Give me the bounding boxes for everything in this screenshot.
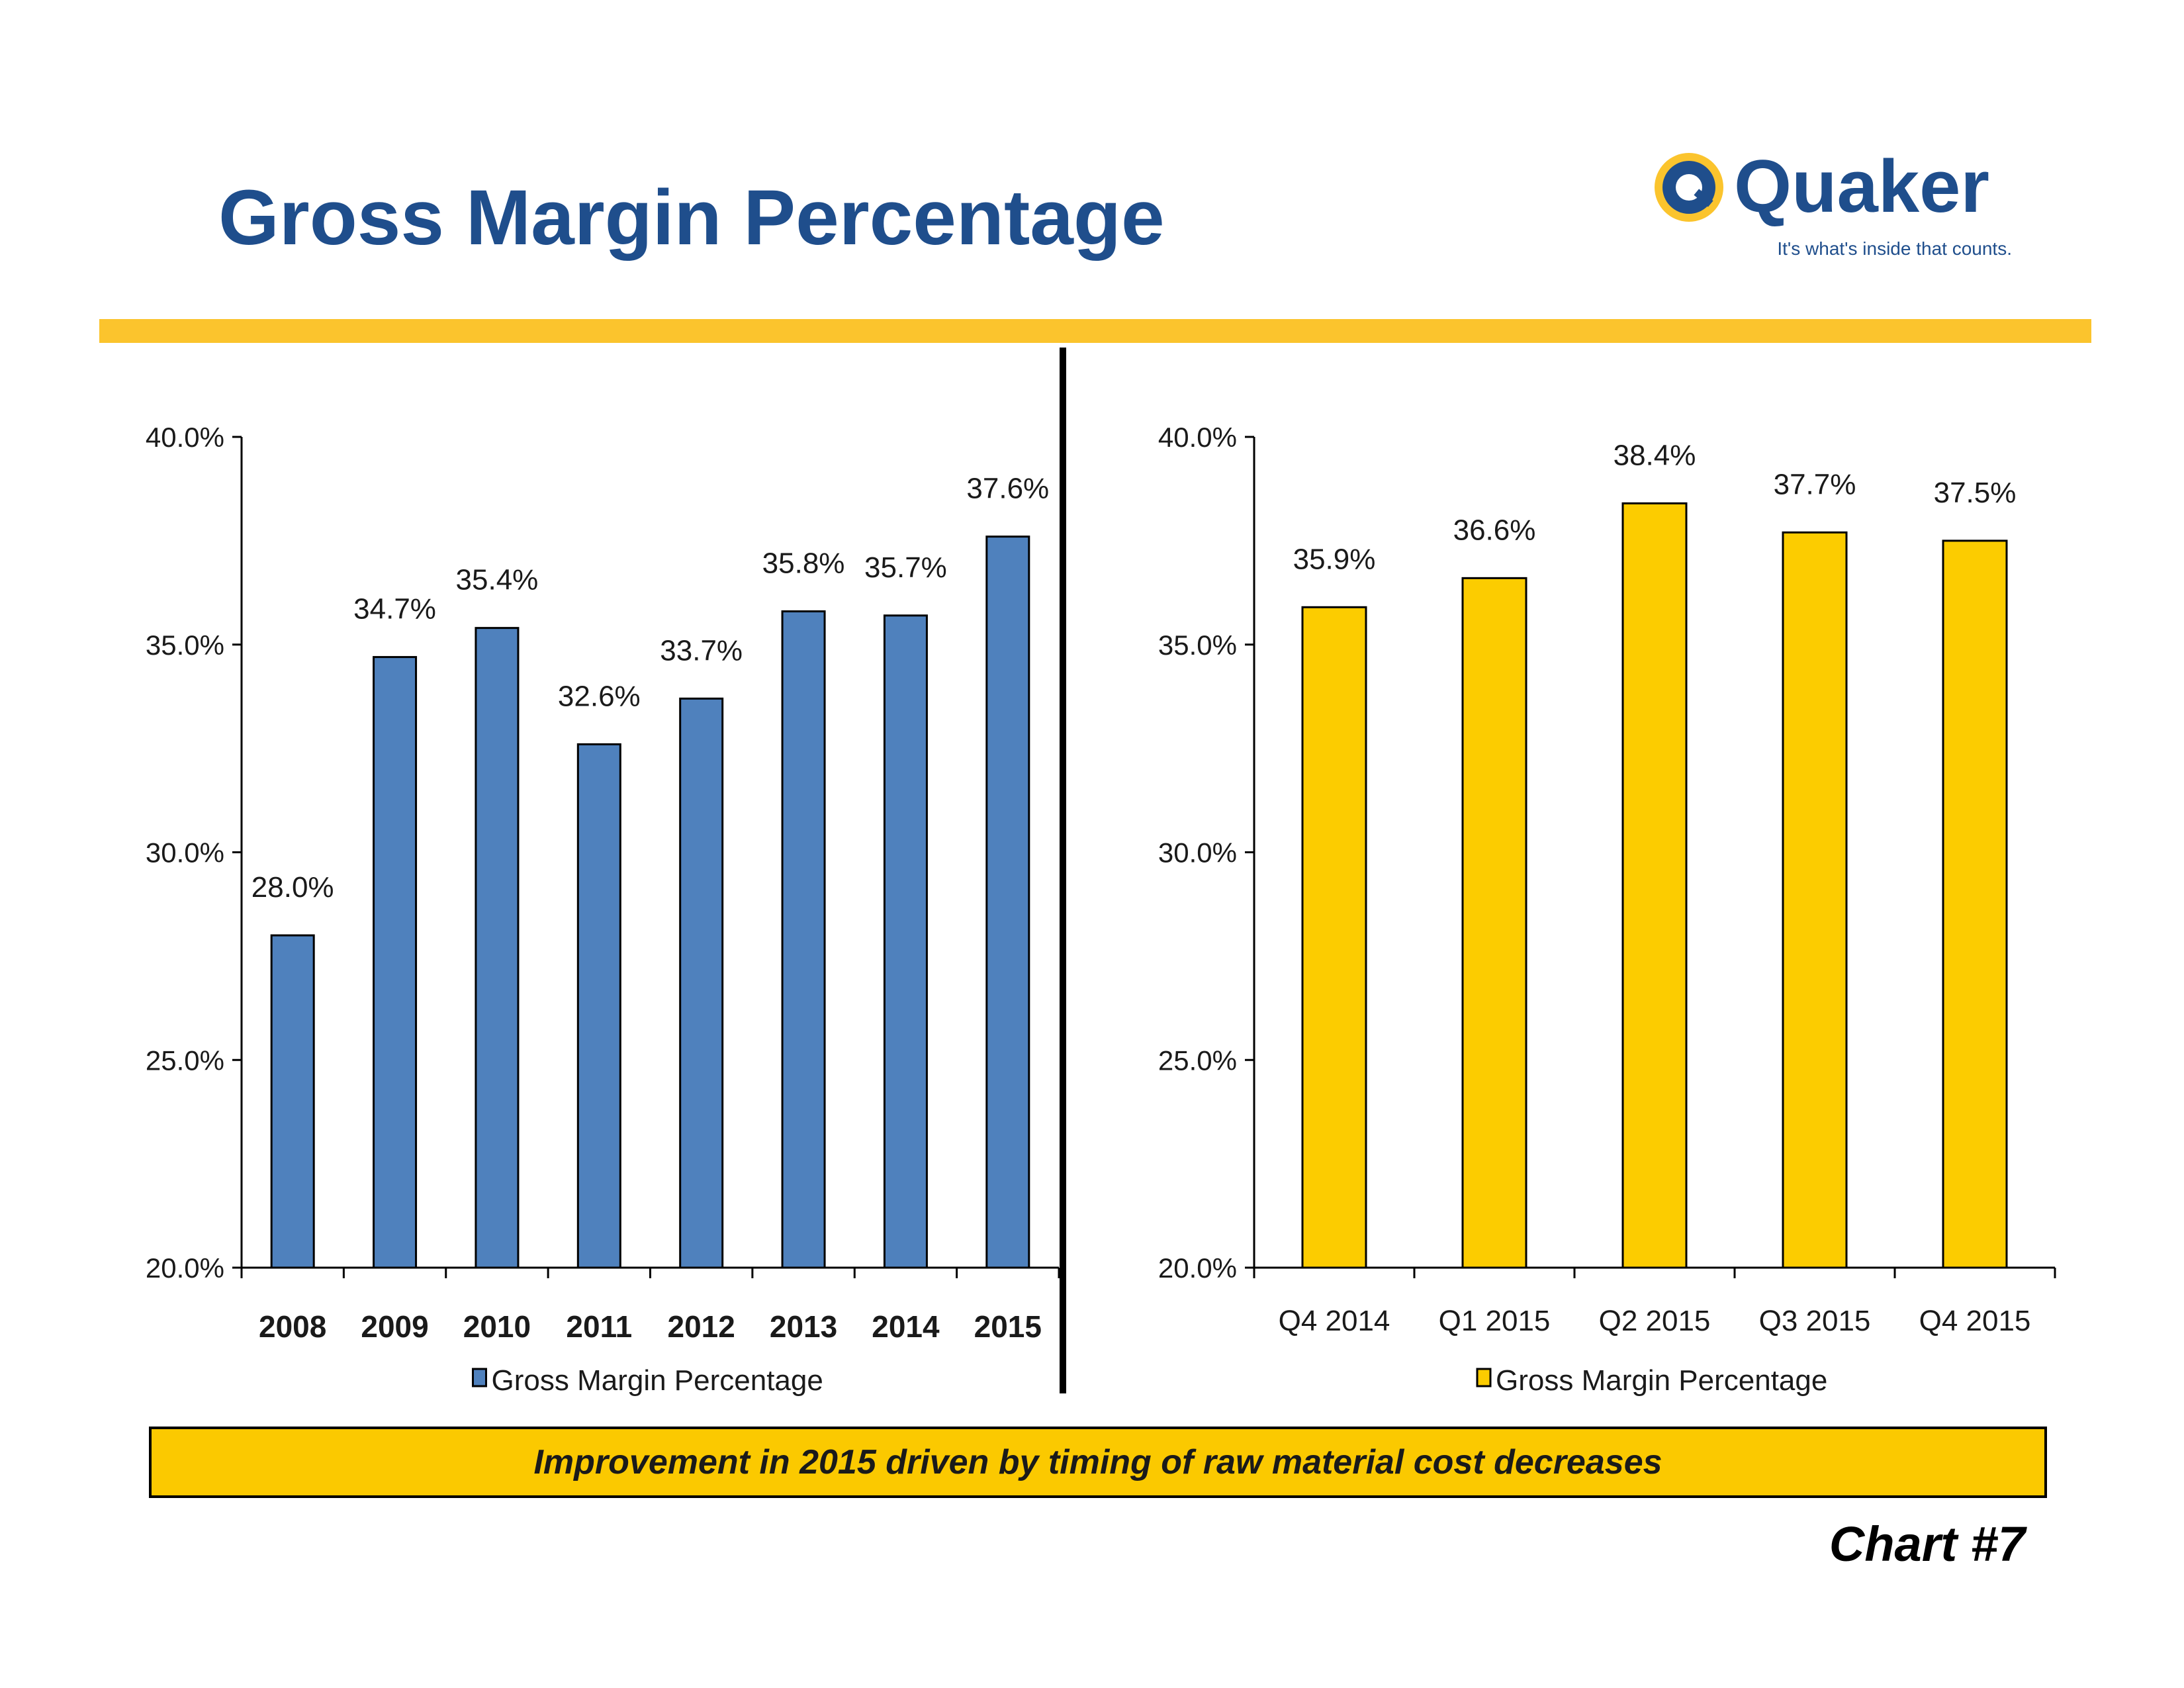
data-label: 28.0% xyxy=(251,871,334,904)
y-tick-label: 25.0% xyxy=(146,1045,224,1076)
legend-label: Gross Margin Percentage xyxy=(492,1364,823,1397)
legend-swatch xyxy=(1476,1368,1492,1387)
category-label: 2013 xyxy=(770,1309,837,1344)
y-tick-label: 20.0% xyxy=(146,1252,224,1284)
category-label: 2015 xyxy=(974,1309,1042,1344)
y-tick-label: 40.0% xyxy=(146,422,224,453)
data-label: 37.7% xyxy=(1774,468,1856,500)
data-label: 38.4% xyxy=(1614,439,1696,471)
bar xyxy=(270,934,315,1269)
quarterly-gross-margin-chart: 20.0% 25.0% 30.0% 35.0% 40.0% 35.9% Q4 2014 36.… xyxy=(1158,422,2056,1397)
logo-wordmark: Quaker xyxy=(1734,149,1989,228)
data-label: 35.4% xyxy=(456,564,539,596)
category-label: Q2 2015 xyxy=(1599,1305,1711,1337)
chart-number: Chart #7 xyxy=(1829,1517,2025,1571)
logo-tagline: It's what's inside that counts. xyxy=(1777,238,2012,259)
category-label: Q3 2015 xyxy=(1759,1305,1871,1337)
data-label: 36.6% xyxy=(1453,514,1536,546)
category-label: Q1 2015 xyxy=(1439,1305,1551,1337)
category-label: 2010 xyxy=(463,1309,531,1344)
accent-rule xyxy=(99,319,2091,343)
bar xyxy=(1621,502,1688,1269)
y-tick-label: 30.0% xyxy=(146,837,224,868)
bar xyxy=(475,627,520,1269)
y-tick-label: 30.0% xyxy=(1158,837,1237,868)
y-tick-label: 35.0% xyxy=(1158,630,1237,661)
data-label: 35.9% xyxy=(1293,543,1376,575)
category-label: Q4 2014 xyxy=(1279,1305,1390,1337)
y-tick-label: 35.0% xyxy=(146,630,224,661)
legend: Gross Margin Percentage xyxy=(472,1364,823,1397)
data-label: 32.6% xyxy=(558,680,641,712)
callout-banner: Improvement in 2015 driven by timing of … xyxy=(149,1427,2047,1498)
chart-divider xyxy=(1060,348,1066,1393)
bar xyxy=(883,614,928,1269)
data-label: 34.7% xyxy=(353,593,436,626)
category-label: 2012 xyxy=(668,1309,735,1344)
legend: Gross Margin Percentage xyxy=(1476,1364,1827,1397)
y-tick-label: 40.0% xyxy=(1158,422,1237,453)
quaker-q-logo-icon xyxy=(1655,153,1723,222)
category-label: Q4 2015 xyxy=(1919,1305,2031,1337)
category-label: 2008 xyxy=(259,1309,326,1344)
quaker-logo: Quaker It's what's inside that counts. xyxy=(1655,149,2012,259)
bar xyxy=(373,656,418,1269)
page-title: Gross Margin Percentage xyxy=(218,174,1165,261)
bar xyxy=(1301,606,1367,1269)
annual-gross-margin-chart: 20.0% 25.0% 30.0% 35.0% 40.0% 28.0% 2008 34.7% 2… xyxy=(146,422,1060,1397)
bar xyxy=(1461,577,1527,1269)
data-label: 33.7% xyxy=(660,634,743,667)
legend-label: Gross Margin Percentage xyxy=(1496,1364,1827,1397)
category-label: 2009 xyxy=(361,1309,428,1344)
bar xyxy=(679,697,724,1269)
bar xyxy=(576,743,621,1269)
data-label: 37.6% xyxy=(966,473,1049,505)
y-tick-label: 20.0% xyxy=(1158,1252,1237,1284)
bar xyxy=(1942,539,2008,1269)
y-tick-label: 25.0% xyxy=(1158,1045,1237,1076)
category-label: 2011 xyxy=(566,1309,632,1344)
data-label: 35.8% xyxy=(762,547,845,580)
legend-swatch xyxy=(472,1368,487,1387)
bar xyxy=(1782,531,1848,1269)
bar xyxy=(781,610,826,1269)
bar xyxy=(985,536,1030,1269)
data-label: 37.5% xyxy=(1934,477,2017,509)
category-label: 2014 xyxy=(872,1309,940,1344)
data-label: 35.7% xyxy=(864,551,947,584)
